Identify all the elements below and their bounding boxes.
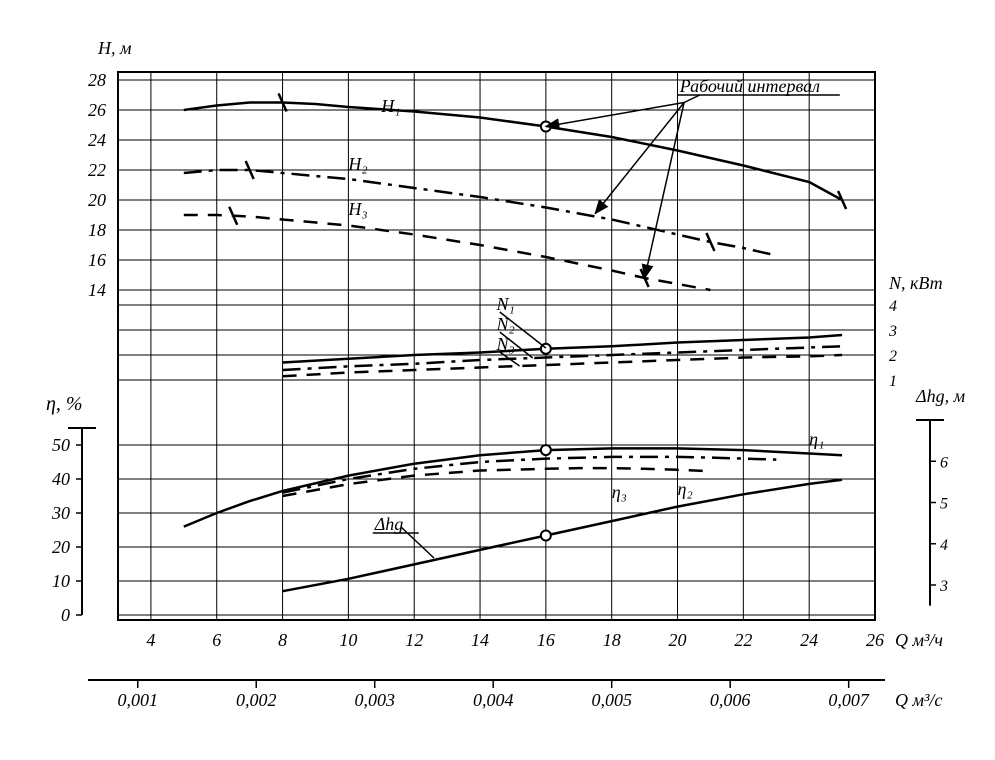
op-marker-eta1	[541, 445, 551, 455]
Ntick-2: 2	[889, 348, 897, 365]
xtick2-2: 0,003	[354, 690, 395, 710]
dhtick-3: 3	[939, 578, 948, 595]
xtick2-4: 0,005	[591, 690, 632, 710]
label-H₃: H₃	[347, 199, 367, 219]
xtick-20: 20	[669, 630, 687, 650]
etick-0: 0	[61, 605, 70, 625]
etick-50: 50	[52, 435, 70, 455]
xtick-24: 24	[800, 630, 818, 650]
label-η₃: η₃	[612, 482, 627, 502]
xtick2-6: 0,007	[828, 690, 870, 710]
op-marker-dh	[541, 531, 551, 541]
dh-axis-label: Δhg, м	[915, 386, 966, 406]
label-η₂: η₂	[678, 479, 693, 499]
curve-eta3	[283, 468, 711, 496]
Ntick-4: 4	[889, 298, 897, 315]
xtick2-0: 0,001	[117, 690, 158, 710]
Htick-16: 16	[88, 250, 106, 270]
xtick-12: 12	[405, 630, 423, 650]
xtick-4: 4	[146, 630, 155, 650]
xtick-8: 8	[278, 630, 287, 650]
etick-40: 40	[52, 469, 70, 489]
Htick-22: 22	[88, 160, 106, 180]
xtick-26: 26	[866, 630, 884, 650]
curve-labels: H₁H₂H₃N₁N₂N₃η₁η₂η₃Δhg	[347, 96, 824, 558]
Htick-18: 18	[88, 220, 106, 240]
H-axis-label: H, м	[97, 38, 132, 58]
xtick-16: 16	[537, 630, 555, 650]
Ntick-3: 3	[888, 323, 897, 340]
label-H₁: H₁	[380, 96, 400, 116]
dhtick-5: 5	[940, 496, 948, 513]
dhtick-4: 4	[940, 537, 948, 554]
x-axis-label-bottom: Q м³/с	[895, 690, 942, 710]
N-axis-label: N, кВт	[888, 273, 943, 293]
Htick-24: 24	[88, 130, 106, 150]
xtick2-1: 0,002	[236, 690, 277, 710]
working-interval-callout: Рабочий интервал	[546, 76, 840, 278]
label-N₁: N₁	[496, 294, 515, 314]
Htick-14: 14	[88, 280, 106, 300]
eta-axis-label: η, %	[46, 393, 83, 415]
label-η₁: η₁	[809, 429, 824, 449]
callout-label: Рабочий интервал	[679, 76, 820, 96]
axes: 468101214161820222426Q м³/ч0,0010,0020,0…	[46, 38, 966, 710]
Htick-28: 28	[88, 70, 106, 90]
pump-characteristic-chart: Рабочий интервал 468101214161820222426Q …	[0, 0, 995, 760]
dhtick-6: 6	[940, 454, 948, 471]
label-H₂: H₂	[347, 154, 367, 174]
Htick-20: 20	[88, 190, 106, 210]
xtick-14: 14	[471, 630, 489, 650]
curve-H3	[184, 215, 711, 290]
xtick-10: 10	[339, 630, 357, 650]
etick-20: 20	[52, 537, 70, 557]
Htick-26: 26	[88, 100, 106, 120]
xtick-18: 18	[603, 630, 621, 650]
curves	[184, 94, 846, 592]
etick-30: 30	[51, 503, 70, 523]
xtick2-3: 0,004	[473, 690, 514, 710]
etick-10: 10	[52, 571, 70, 591]
curve-dh	[283, 480, 843, 591]
x-axis-label-top: Q м³/ч	[895, 630, 943, 650]
xtick2-5: 0,006	[710, 690, 751, 710]
xtick-6: 6	[212, 630, 221, 650]
label-Δhg: Δhg	[374, 514, 404, 534]
xtick-22: 22	[734, 630, 752, 650]
Ntick-1: 1	[889, 373, 897, 390]
